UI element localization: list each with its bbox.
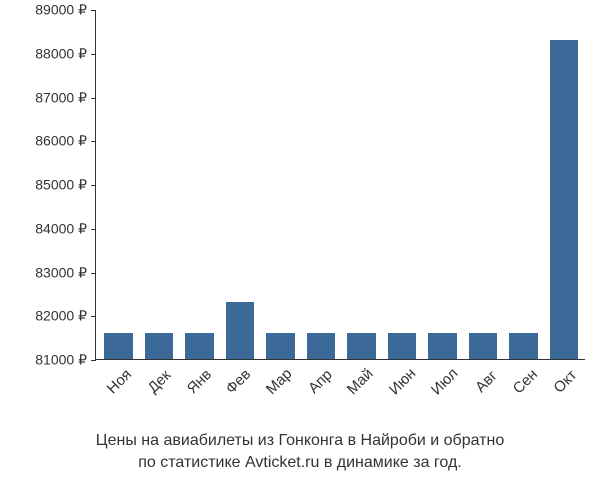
x-tick-label: Июл (428, 365, 462, 399)
x-tick-label: Мар (263, 365, 296, 398)
bar (104, 333, 133, 359)
y-tick-label: 85000 ₽ (35, 177, 87, 194)
y-tick-label: 86000 ₽ (35, 133, 87, 150)
x-tick-label: Апр (304, 366, 336, 398)
y-tick-label: 81000 ₽ (35, 352, 87, 369)
x-tick-label: Ноя (104, 366, 136, 398)
price-chart: 81000 ₽82000 ₽83000 ₽84000 ₽85000 ₽86000… (95, 10, 585, 360)
x-tick-label: Янв (183, 366, 215, 398)
x-tick-label: Окт (550, 366, 582, 398)
y-tick-label: 87000 ₽ (35, 89, 87, 106)
y-tick-label: 89000 ₽ (35, 2, 87, 19)
bars-group (96, 9, 586, 359)
bar (266, 333, 295, 359)
x-tick-label: Дек (143, 366, 175, 398)
x-tick-label: Сен (510, 366, 542, 398)
bar (347, 333, 376, 359)
x-tick-label: Фев (223, 366, 255, 398)
caption-line-2: по статистике Avticket.ru в динамике за … (0, 452, 600, 474)
x-axis-labels: НояДекЯнвФевМарАпрМайИюнИюлАвгСенОкт (95, 365, 585, 382)
y-tick-label: 83000 ₽ (35, 264, 87, 281)
plot-area (95, 10, 585, 360)
bar (550, 40, 579, 359)
bar (388, 333, 417, 359)
caption-line-1: Цены на авиабилеты из Гонконга в Найроби… (0, 430, 600, 452)
y-tick-label: 84000 ₽ (35, 220, 87, 237)
bar (226, 302, 255, 359)
bar (469, 333, 498, 359)
x-tick-label: Май (344, 365, 377, 398)
bar (185, 333, 214, 359)
x-tick-label: Авг (470, 366, 502, 398)
bar (145, 333, 174, 359)
chart-caption: Цены на авиабилеты из Гонконга в Найроби… (0, 430, 600, 475)
y-tick-label: 82000 ₽ (35, 308, 87, 325)
x-tick-label: Июн (386, 365, 419, 398)
y-tick-label: 88000 ₽ (35, 45, 87, 62)
bar (307, 333, 336, 359)
bar (509, 333, 538, 359)
bar (428, 333, 457, 359)
